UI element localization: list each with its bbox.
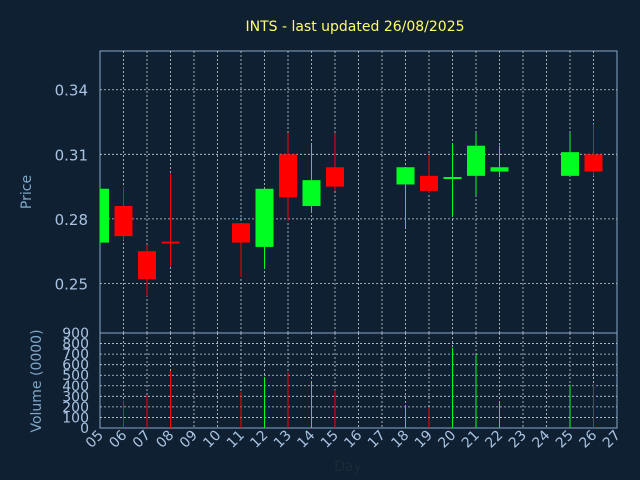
price-y-tick-label: 0.28 xyxy=(55,211,88,229)
price-y-tick-labels: 0.25 0.28 0.31 0.34 xyxy=(55,82,88,294)
volume-y-tick-label: 800 xyxy=(62,337,89,353)
price-y-tick-label: 0.34 xyxy=(55,82,88,100)
candle-body xyxy=(467,145,485,176)
volume-bars xyxy=(123,347,594,428)
candle-body xyxy=(100,188,109,243)
x-tick-label: 11 xyxy=(224,428,248,452)
candle-body xyxy=(302,180,321,206)
candle-body xyxy=(114,205,133,237)
chart-title: INTS - last updated 26/08/2025 xyxy=(245,19,464,35)
price-axis-label: Price xyxy=(19,175,35,209)
x-tick-label: 16 xyxy=(341,427,365,451)
volume-y-tick-label: 200 xyxy=(62,400,89,416)
candle-body xyxy=(443,177,462,180)
candle-body xyxy=(279,154,297,198)
candle-body xyxy=(561,152,579,176)
x-tick-label: 18 xyxy=(388,428,412,452)
x-tick-label: 24 xyxy=(529,427,553,451)
x-tick-label: 26 xyxy=(576,427,600,451)
price-y-tick-label: 0.25 xyxy=(55,275,88,293)
x-tick-label: 08 xyxy=(153,428,177,452)
candle-body xyxy=(584,154,603,172)
candle-body xyxy=(396,167,415,185)
x-tick-label: 09 xyxy=(177,428,201,452)
candle-body xyxy=(232,223,250,243)
x-tick-label: 13 xyxy=(271,428,295,452)
volume-y-tick-label: 700 xyxy=(62,347,89,363)
volume-y-tick-label: 300 xyxy=(62,389,89,405)
volume-y-tick-label: 100 xyxy=(62,410,89,426)
x-tick-label: 20 xyxy=(435,428,459,452)
price-grid xyxy=(100,51,617,333)
x-tick-label: 22 xyxy=(482,428,506,452)
volume-y-tick-label: 600 xyxy=(62,358,89,374)
volume-y-tick-label: 400 xyxy=(62,379,89,395)
x-tick-label: 25 xyxy=(553,428,577,452)
price-y-tick-label: 0.31 xyxy=(55,146,88,164)
x-tick-label: 10 xyxy=(200,428,224,452)
candle-body xyxy=(326,167,344,187)
x-tick-label: 12 xyxy=(247,428,271,452)
candle-body xyxy=(490,167,509,172)
x-tick-label: 06 xyxy=(106,427,130,451)
candle-body xyxy=(420,175,438,191)
volume-y-tick-label: 900 xyxy=(62,326,89,342)
x-tick-label: 23 xyxy=(506,428,530,452)
x-tick-labels: 05 06 07 08 09 10 11 12 13 14 15 16 17 18 19 20 21 22 23 24… xyxy=(83,427,624,451)
x-tick-label: 15 xyxy=(318,428,342,452)
x-tick-label: 27 xyxy=(600,428,624,452)
volume-grid xyxy=(100,333,617,428)
candle-body xyxy=(255,188,274,247)
volume-y-tick-label: 0 xyxy=(80,421,89,437)
x-tick-label: 14 xyxy=(294,427,318,451)
x-tick-label: 07 xyxy=(130,428,154,452)
x-axis-label: Day xyxy=(334,459,362,475)
candle-body xyxy=(138,251,156,280)
price-panel: 0.25 0.28 0.31 0.34 Price xyxy=(19,50,618,334)
volume-y-tick-label: 500 xyxy=(62,368,89,384)
x-tick-label: 21 xyxy=(459,428,483,452)
candles xyxy=(99,124,603,297)
volume-axis-label: Volume (0000) xyxy=(29,329,45,432)
candle-body xyxy=(161,241,180,244)
x-tick-label: 19 xyxy=(412,428,436,452)
x-tick-label: 17 xyxy=(365,428,389,452)
